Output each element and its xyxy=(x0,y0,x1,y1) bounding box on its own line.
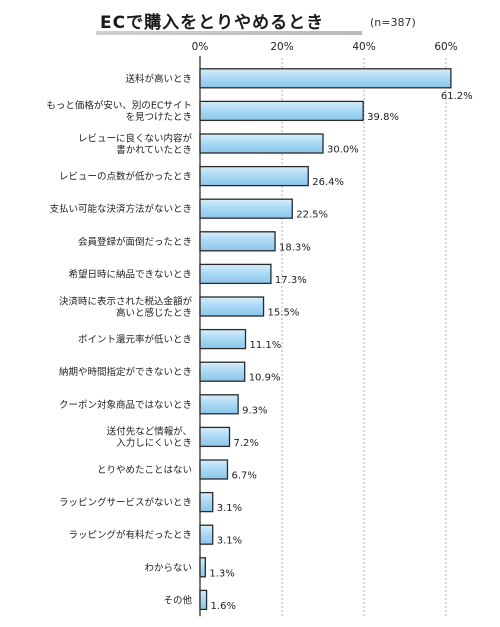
category-label: 送料が高いとき xyxy=(125,73,192,85)
category-label: 高いと感じたとき xyxy=(116,307,192,319)
x-tick-label: 0% xyxy=(192,41,209,53)
value-label: 15.5% xyxy=(268,308,300,319)
bar xyxy=(199,394,239,415)
bar xyxy=(199,589,208,611)
category-label: わからない xyxy=(144,563,192,574)
bar xyxy=(199,459,229,480)
bar xyxy=(199,231,276,252)
bar xyxy=(199,68,452,89)
value-label: 22.5% xyxy=(296,210,328,221)
category-label: を見つけたとき xyxy=(125,112,192,123)
bar xyxy=(199,165,309,187)
value-label: 3.1% xyxy=(217,503,242,514)
category-label: 会員登録が面倒だったとき xyxy=(78,236,192,248)
x-tick-label: 60% xyxy=(434,41,457,53)
value-label: 7.2% xyxy=(234,438,259,449)
value-label: 61.2% xyxy=(441,91,473,102)
category-label: ポイント還元率が低いとき xyxy=(78,334,192,346)
category-label: レビューに良くない内容が xyxy=(78,132,193,144)
value-label: 3.1% xyxy=(217,536,242,547)
x-tick-label: 20% xyxy=(270,41,293,53)
category-label: レビューの点数が低かったとき xyxy=(59,171,192,183)
bar xyxy=(199,328,247,350)
bar xyxy=(199,263,272,285)
category-label: とりやめたことはない xyxy=(97,465,192,476)
value-label: 6.7% xyxy=(231,471,256,482)
chart-header: ECで購入をとりやめるとき (n=387) xyxy=(0,0,500,40)
category-label: 書かれていたとき xyxy=(116,144,192,156)
category-label: その他 xyxy=(163,594,192,606)
category-label: 決済時に表示された税込金額が xyxy=(59,295,193,307)
value-label: 9.3% xyxy=(242,405,267,416)
x-tick-label: 40% xyxy=(352,41,375,53)
bar xyxy=(199,100,364,122)
value-label: 17.3% xyxy=(275,275,307,286)
sample-size: (n=387) xyxy=(370,16,416,29)
value-label: 1.3% xyxy=(209,568,234,579)
value-label: 30.0% xyxy=(327,145,359,156)
value-label: 26.4% xyxy=(312,177,344,188)
bar xyxy=(199,296,265,317)
category-label: ラッピングサービスがないとき xyxy=(59,497,192,509)
bar xyxy=(199,426,231,448)
bar xyxy=(199,524,214,545)
category-label: 支払い可能な決済方法がないとき xyxy=(49,203,192,215)
bar xyxy=(199,491,214,513)
category-label: クーポン対象商品ではないとき xyxy=(59,399,192,411)
category-label: 入力しにくいとき xyxy=(116,437,192,449)
category-label: もっと価格が安い、別のECサイト xyxy=(46,100,192,112)
title-underline xyxy=(96,31,362,35)
value-label: 10.9% xyxy=(249,373,281,384)
category-label: ラッピングが有料だったとき xyxy=(68,529,192,541)
bar xyxy=(199,557,206,578)
bar xyxy=(199,133,324,154)
value-label: 18.3% xyxy=(279,242,311,253)
category-label: 送付先など情報が、 xyxy=(107,426,192,438)
value-label: 1.6% xyxy=(211,601,236,612)
value-label: 39.8% xyxy=(367,112,399,123)
value-label: 11.1% xyxy=(250,340,282,351)
bar xyxy=(199,198,293,219)
category-label: 納期や時間指定ができないとき xyxy=(59,366,192,378)
chart-title: ECで購入をとりやめるとき xyxy=(100,13,325,33)
category-label: 希望日時に納品できないとき xyxy=(68,268,192,280)
bar xyxy=(199,361,246,382)
